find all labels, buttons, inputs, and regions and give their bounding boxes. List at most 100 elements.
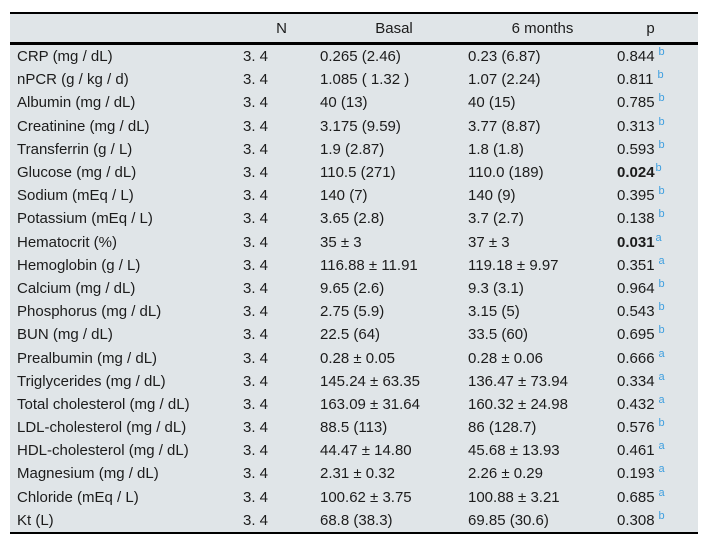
cell-6months: 1.07 (2.24) — [468, 71, 541, 89]
cell-p: 0.313 b — [617, 115, 698, 138]
cell-6months: 37 ± 3 — [468, 233, 510, 251]
table-body: CRP (mg / dL) 3. 4 0.265 (2.46) 0.23 (6.… — [10, 44, 698, 533]
row-label: Phosphorus (mg / dL) — [17, 303, 162, 321]
header-basal: Basal — [320, 13, 468, 45]
cell-n: 3. 4 — [243, 233, 269, 251]
row-label: Prealbumin (mg / dL) — [17, 349, 158, 367]
p-value: 0.785 — [617, 94, 655, 112]
cell-n: 3. 4 — [243, 94, 269, 112]
header-row: N Basal 6 months p — [10, 13, 698, 45]
p-superscript: b — [658, 138, 665, 151]
header-n: N — [243, 13, 320, 45]
cell-basal: 88.5 (113) — [320, 419, 388, 437]
row-label: nPCR (g / kg / d) — [17, 71, 129, 89]
cell-n: 3. 4 — [243, 187, 269, 205]
row-label: LDL-cholesterol (mg / dL) — [17, 419, 187, 437]
cell-n: 3. 4 — [243, 442, 269, 460]
header-p: p — [617, 13, 698, 45]
cell-6months: 110.0 (189) — [468, 164, 544, 182]
row-label: Total cholesterol (mg / dL) — [17, 395, 190, 413]
table-row: Calcium (mg / dL) 3. 4 9.65 (2.6) 9.3 (3… — [10, 277, 698, 300]
cell-6months: 9.3 (3.1) — [468, 279, 524, 297]
cell-n: 3. 4 — [243, 326, 269, 344]
cell-n: 3. 4 — [243, 511, 269, 529]
p-value: 0.024 — [617, 164, 655, 182]
p-superscript: a — [658, 254, 665, 267]
cell-6months: 2.26 ± 0.29 — [468, 465, 543, 483]
cell-p: 0.138 b — [617, 207, 698, 230]
p-superscript: b — [658, 277, 665, 290]
table-row: Albumin (mg / dL) 3. 4 40 (13) 40 (15) 0… — [10, 91, 698, 114]
table-row: Total cholesterol (mg / dL) 3. 4 163.09 … — [10, 393, 698, 416]
row-label: HDL-cholesterol (mg / dL) — [17, 442, 189, 460]
cell-p: 0.666 a — [617, 346, 698, 369]
cell-6months: 3.7 (2.7) — [468, 210, 524, 228]
p-value: 0.193 — [617, 465, 655, 483]
p-value: 0.964 — [617, 279, 655, 297]
cell-basal: 2.31 ± 0.32 — [320, 465, 395, 483]
cell-6months: 100.88 ± 3.21 — [468, 488, 560, 506]
p-value: 0.666 — [617, 349, 655, 367]
cell-6months: 33.5 (60) — [468, 326, 529, 344]
row-label: Sodium (mEq / L) — [17, 187, 134, 205]
cell-p: 0.308 b — [617, 509, 698, 533]
cell-p: 0.334 a — [617, 370, 698, 393]
row-label: Kt (L) — [17, 511, 54, 529]
row-label: BUN (mg / dL) — [17, 326, 113, 344]
cell-n: 3. 4 — [243, 465, 269, 483]
cell-p: 0.695 b — [617, 323, 698, 346]
p-value: 0.334 — [617, 372, 655, 390]
p-superscript: b — [657, 69, 664, 82]
p-value: 0.395 — [617, 187, 655, 205]
p-superscript: a — [658, 370, 665, 383]
cell-n: 3. 4 — [243, 117, 269, 135]
p-value: 0.432 — [617, 395, 655, 413]
table-row: Hematocrit (%) 3. 4 35 ± 3 37 ± 3 0.031a — [10, 231, 698, 254]
cell-p: 0.785 b — [617, 91, 698, 114]
row-label: Calcium (mg / dL) — [17, 279, 136, 297]
cell-basal: 100.62 ± 3.75 — [320, 488, 412, 506]
table-row: CRP (mg / dL) 3. 4 0.265 (2.46) 0.23 (6.… — [10, 44, 698, 69]
cell-6months: 140 (9) — [468, 187, 516, 205]
table-header: N Basal 6 months p — [10, 13, 698, 45]
cell-basal: 163.09 ± 31.64 — [320, 395, 420, 413]
p-value: 0.811 — [617, 71, 654, 89]
table-row: LDL-cholesterol (mg / dL) 3. 4 88.5 (113… — [10, 416, 698, 439]
cell-6months: 0.28 ± 0.06 — [468, 349, 543, 367]
cell-basal: 0.265 (2.46) — [320, 48, 401, 66]
cell-p: 0.576 b — [617, 416, 698, 439]
p-value: 0.844 — [617, 48, 655, 66]
cell-6months: 45.68 ± 13.93 — [468, 442, 560, 460]
cell-basal: 3.65 (2.8) — [320, 210, 385, 228]
cell-p: 0.811 b — [617, 68, 698, 91]
cell-6months: 3.77 (8.87) — [468, 117, 541, 135]
cell-p: 0.844 b — [617, 44, 698, 69]
table-row: Prealbumin (mg / dL) 3. 4 0.28 ± 0.05 0.… — [10, 346, 698, 369]
p-superscript: b — [658, 301, 665, 314]
cell-n: 3. 4 — [243, 349, 269, 367]
cell-p: 0.024b — [617, 161, 698, 184]
cell-p: 0.395 b — [617, 184, 698, 207]
p-superscript: b — [658, 185, 665, 198]
cell-6months: 119.18 ± 9.97 — [468, 256, 559, 274]
cell-n: 3. 4 — [243, 395, 269, 413]
cell-n: 3. 4 — [243, 372, 269, 390]
cell-n: 3. 4 — [243, 419, 269, 437]
row-label: Hemoglobin (g / L) — [17, 256, 141, 274]
cell-6months: 3.15 (5) — [468, 303, 520, 321]
row-label: Glucose (mg / dL) — [17, 164, 137, 182]
p-superscript: b — [658, 92, 665, 105]
cell-p: 0.031a — [617, 231, 698, 254]
cell-basal: 40 (13) — [320, 94, 368, 112]
p-superscript: a — [658, 347, 665, 360]
p-value: 0.685 — [617, 488, 655, 506]
p-value: 0.695 — [617, 326, 655, 344]
cell-n: 3. 4 — [243, 256, 269, 274]
p-value: 0.593 — [617, 140, 655, 158]
p-value: 0.576 — [617, 419, 655, 437]
p-value: 0.543 — [617, 303, 655, 321]
cell-p: 0.593 b — [617, 138, 698, 161]
cell-p: 0.461 a — [617, 439, 698, 462]
header-6months: 6 months — [468, 13, 617, 45]
